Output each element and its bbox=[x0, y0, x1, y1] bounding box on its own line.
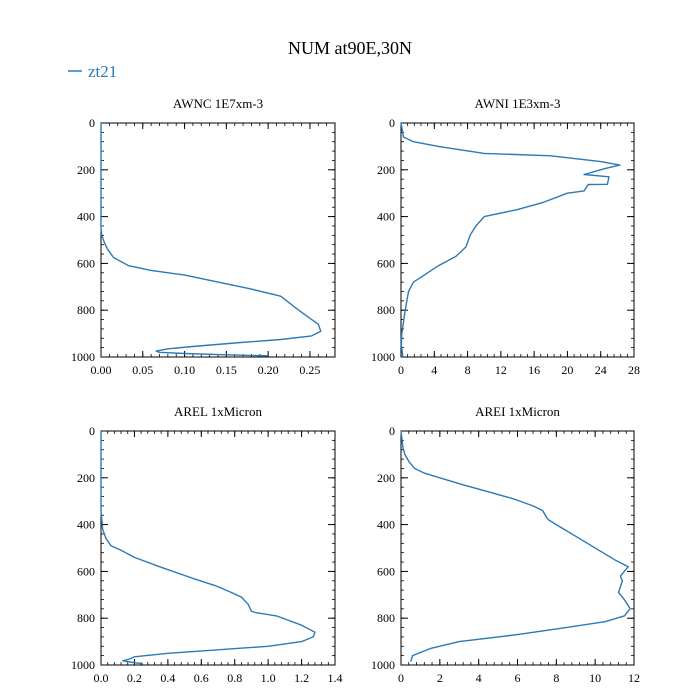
y-tick-label: 1000 bbox=[371, 658, 395, 672]
y-tick-label: 800 bbox=[377, 303, 395, 317]
y-tick-label: 800 bbox=[377, 611, 395, 625]
x-tick-label: 0.05 bbox=[132, 363, 153, 377]
figure-title: NUM at90E,30N bbox=[288, 38, 412, 58]
series-line-zt21 bbox=[400, 430, 631, 662]
y-tick-label: 0 bbox=[89, 116, 95, 130]
plot-frame bbox=[100, 430, 336, 666]
series-line-zt21 bbox=[100, 431, 316, 665]
x-tick-label: 1.2 bbox=[294, 671, 309, 685]
panel-title: AWNC 1E7xm-3 bbox=[173, 96, 263, 111]
x-tick-label: 0.8 bbox=[227, 671, 242, 685]
x-tick-label: 4 bbox=[476, 671, 482, 685]
x-tick-label: 8 bbox=[465, 363, 471, 377]
x-tick-label: 10 bbox=[589, 671, 601, 685]
y-tick-label: 200 bbox=[377, 471, 395, 485]
x-tick-label: 28 bbox=[628, 363, 640, 377]
x-tick-label: 0.00 bbox=[91, 363, 112, 377]
y-tick-label: 400 bbox=[377, 210, 395, 224]
legend: zt21 bbox=[68, 62, 117, 81]
x-tick-label: 0.20 bbox=[258, 363, 279, 377]
y-tick-label: 200 bbox=[377, 163, 395, 177]
x-tick-label: 0 bbox=[398, 363, 404, 377]
x-tick-label: 2 bbox=[437, 671, 443, 685]
plot-frame bbox=[100, 122, 336, 358]
x-tick-label: 1.0 bbox=[261, 671, 276, 685]
panel-title: AREI 1xMicron bbox=[475, 404, 560, 419]
chart-panel-2: AWNI 1E3xm-3 0 4 8 12 16 20 24 28 0 200 400 600 800 10… bbox=[371, 96, 640, 377]
chart-panel-1: AWNC 1E7xm-3 0.00 0.05 0.10 0.15 0.20 0.25 0 200… bbox=[71, 96, 336, 377]
x-tick-label: 0.15 bbox=[216, 363, 237, 377]
y-tick-label: 800 bbox=[77, 611, 95, 625]
y-tick-label: 600 bbox=[77, 564, 95, 578]
y-tick-label: 1000 bbox=[71, 350, 95, 364]
x-tick-label: 0.10 bbox=[174, 363, 195, 377]
plot-frame bbox=[400, 122, 635, 358]
series-line-zt21 bbox=[100, 123, 322, 357]
x-tick-label: 0.2 bbox=[127, 671, 142, 685]
panel-title: AREL 1xMicron bbox=[174, 404, 262, 419]
x-tick-label: 0 bbox=[398, 671, 404, 685]
y-tick-label: 1000 bbox=[71, 658, 95, 672]
y-tick-label: 800 bbox=[77, 303, 95, 317]
x-tick-label: 6 bbox=[515, 671, 521, 685]
panel-title: AWNI 1E3xm-3 bbox=[475, 96, 561, 111]
x-tick-label: 16 bbox=[528, 363, 540, 377]
x-tick-label: 1.4 bbox=[328, 671, 343, 685]
x-tick-label: 24 bbox=[595, 363, 607, 377]
y-tick-label: 600 bbox=[77, 256, 95, 270]
y-tick-label: 600 bbox=[377, 256, 395, 270]
y-tick-label: 0 bbox=[89, 424, 95, 438]
x-tick-label: 0.0 bbox=[94, 671, 109, 685]
x-tick-label: 0.6 bbox=[194, 671, 209, 685]
y-tick-label: 0 bbox=[389, 116, 395, 130]
series-line-zt21 bbox=[400, 122, 621, 358]
y-tick-label: 400 bbox=[77, 518, 95, 532]
chart-panel-4: AREI 1xMicron 0 2 4 6 8 10 12 0 200 400 600 800 1000 bbox=[371, 404, 640, 685]
x-tick-label: 20 bbox=[561, 363, 573, 377]
x-tick-label: 12 bbox=[628, 671, 640, 685]
y-tick-label: 0 bbox=[389, 424, 395, 438]
x-tick-label: 8 bbox=[553, 671, 559, 685]
x-tick-label: 0.25 bbox=[299, 363, 320, 377]
y-tick-label: 600 bbox=[377, 564, 395, 578]
y-tick-label: 400 bbox=[77, 210, 95, 224]
y-tick-label: 1000 bbox=[371, 350, 395, 364]
y-tick-label: 200 bbox=[77, 471, 95, 485]
x-tick-label: 0.4 bbox=[160, 671, 175, 685]
chart-panel-3: AREL 1xMicron 0.0 0.2 0.4 0.6 0.8 1.0 1.2 1.4 0 20… bbox=[71, 404, 343, 685]
y-tick-label: 200 bbox=[77, 163, 95, 177]
x-tick-label: 12 bbox=[495, 363, 507, 377]
y-tick-label: 400 bbox=[377, 518, 395, 532]
plot-frame bbox=[400, 430, 635, 666]
legend-label: zt21 bbox=[88, 62, 117, 81]
x-tick-label: 4 bbox=[431, 363, 437, 377]
